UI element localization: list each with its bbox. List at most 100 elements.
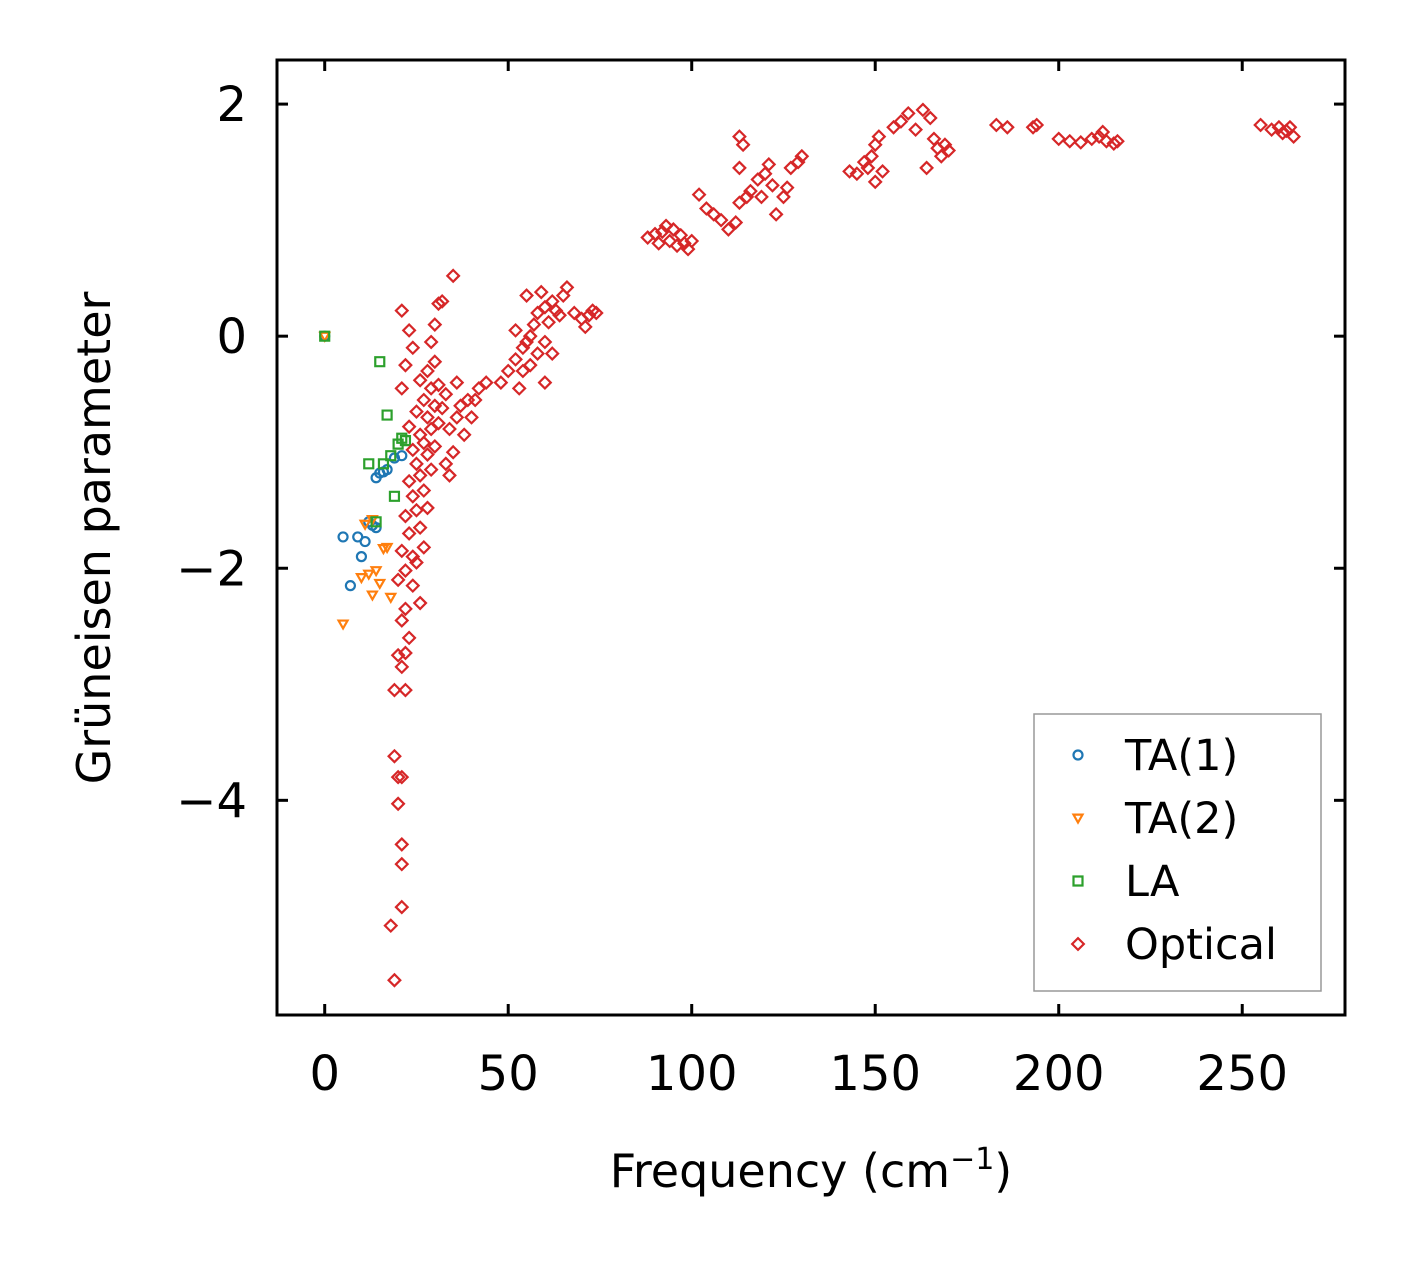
data-point	[377, 458, 390, 470]
data-point	[456, 427, 472, 443]
y-axis: −4 −2 0 2	[176, 77, 1345, 829]
data-point	[374, 356, 386, 368]
data-point	[427, 317, 443, 332]
data-point	[442, 421, 457, 437]
data-point	[394, 543, 410, 559]
data-point	[355, 573, 368, 585]
data-point	[369, 566, 383, 578]
data-point	[337, 531, 349, 543]
data-point	[398, 645, 413, 661]
data-point	[398, 601, 413, 617]
data-point	[401, 419, 417, 435]
data-point	[1029, 117, 1045, 133]
data-point	[387, 972, 402, 988]
data-point	[533, 284, 549, 300]
data-point	[519, 334, 534, 350]
data-point	[754, 189, 769, 205]
data-point	[1073, 134, 1089, 150]
data-point	[467, 392, 483, 408]
data-point	[394, 837, 410, 852]
data-point	[915, 102, 931, 118]
data-point	[434, 400, 450, 416]
data-point	[860, 160, 876, 176]
data-point	[394, 380, 410, 396]
data-point	[669, 238, 685, 254]
data-point	[420, 363, 435, 379]
data-point	[732, 160, 747, 176]
legend-label: Optical	[1125, 920, 1277, 970]
data-point	[588, 305, 604, 321]
data-point	[908, 122, 924, 138]
data-point	[396, 432, 408, 444]
x-tick-label: 200	[1013, 1046, 1105, 1102]
data-point	[394, 613, 410, 628]
data-point	[530, 346, 545, 361]
data-point	[318, 331, 332, 343]
data-point	[409, 555, 424, 570]
data-point	[412, 427, 428, 443]
data-points	[318, 102, 1302, 988]
data-point	[654, 224, 670, 240]
data-point	[387, 748, 402, 764]
data-point	[922, 110, 938, 126]
data-point	[871, 129, 887, 144]
data-point	[552, 307, 568, 323]
data-point	[790, 154, 806, 170]
legend-marker	[1072, 875, 1084, 887]
data-point	[1110, 133, 1125, 149]
data-point	[394, 899, 410, 915]
series-ta-2-	[318, 331, 398, 631]
data-point	[842, 163, 857, 179]
data-point	[500, 363, 516, 379]
x-axis-label: Frequency (cm−1)	[610, 1142, 1013, 1198]
data-point	[405, 488, 421, 504]
data-point	[662, 233, 678, 249]
data-point	[370, 522, 382, 534]
data-point	[409, 456, 424, 472]
data-point	[412, 372, 428, 388]
data-point	[1271, 119, 1287, 135]
data-point	[732, 129, 747, 144]
data-point	[431, 415, 446, 431]
data-point	[1253, 117, 1268, 133]
data-point	[394, 769, 410, 785]
x-tick-label: 50	[478, 1046, 539, 1102]
data-point	[577, 319, 593, 335]
data-point	[390, 769, 406, 785]
data-point	[581, 307, 597, 323]
series-la	[319, 330, 412, 528]
x-axis: 0 50 100 150 200 250	[309, 60, 1288, 1102]
data-point	[743, 183, 758, 199]
data-point	[1099, 133, 1114, 149]
data-point	[381, 409, 393, 421]
data-point	[449, 409, 465, 425]
data-point	[508, 322, 523, 338]
data-point	[434, 293, 450, 309]
data-point	[409, 404, 424, 420]
data-point	[423, 462, 439, 478]
data-point	[438, 386, 454, 402]
data-point	[508, 351, 523, 367]
data-point	[515, 340, 531, 356]
data-point	[1264, 122, 1280, 138]
x-tick-label: 250	[1196, 1046, 1288, 1102]
data-point	[390, 647, 406, 663]
y-axis-label: Grüneisen parameter	[67, 291, 121, 784]
data-point	[431, 296, 446, 312]
data-point	[412, 468, 428, 483]
data-point	[442, 468, 457, 483]
data-point	[401, 322, 417, 338]
data-point	[761, 157, 777, 172]
y-tick-label: 0	[216, 309, 247, 365]
data-point	[673, 227, 689, 243]
data-point	[423, 334, 439, 350]
data-point	[355, 551, 368, 563]
data-point	[396, 450, 408, 462]
data-point	[757, 166, 773, 182]
x-tick-label: 100	[646, 1046, 738, 1102]
y-tick-label: −4	[176, 773, 247, 829]
data-point	[358, 519, 372, 531]
data-point	[394, 303, 410, 319]
data-point	[739, 189, 755, 205]
